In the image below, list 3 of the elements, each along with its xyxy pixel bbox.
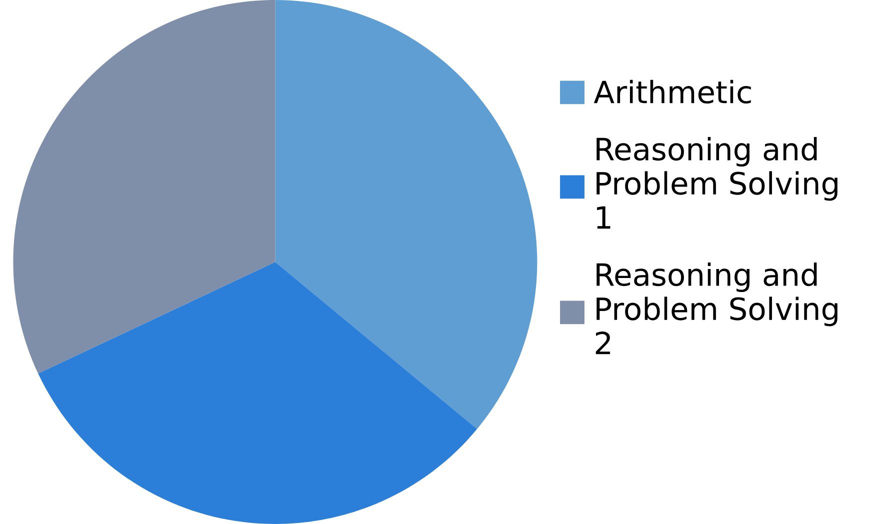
legend-label: Arithmetic — [594, 80, 751, 104]
legend-label: Reasoning and Problem Solving 2 — [596, 262, 838, 354]
legend-label: Reasoning and Problem Solving 1 — [596, 136, 838, 229]
